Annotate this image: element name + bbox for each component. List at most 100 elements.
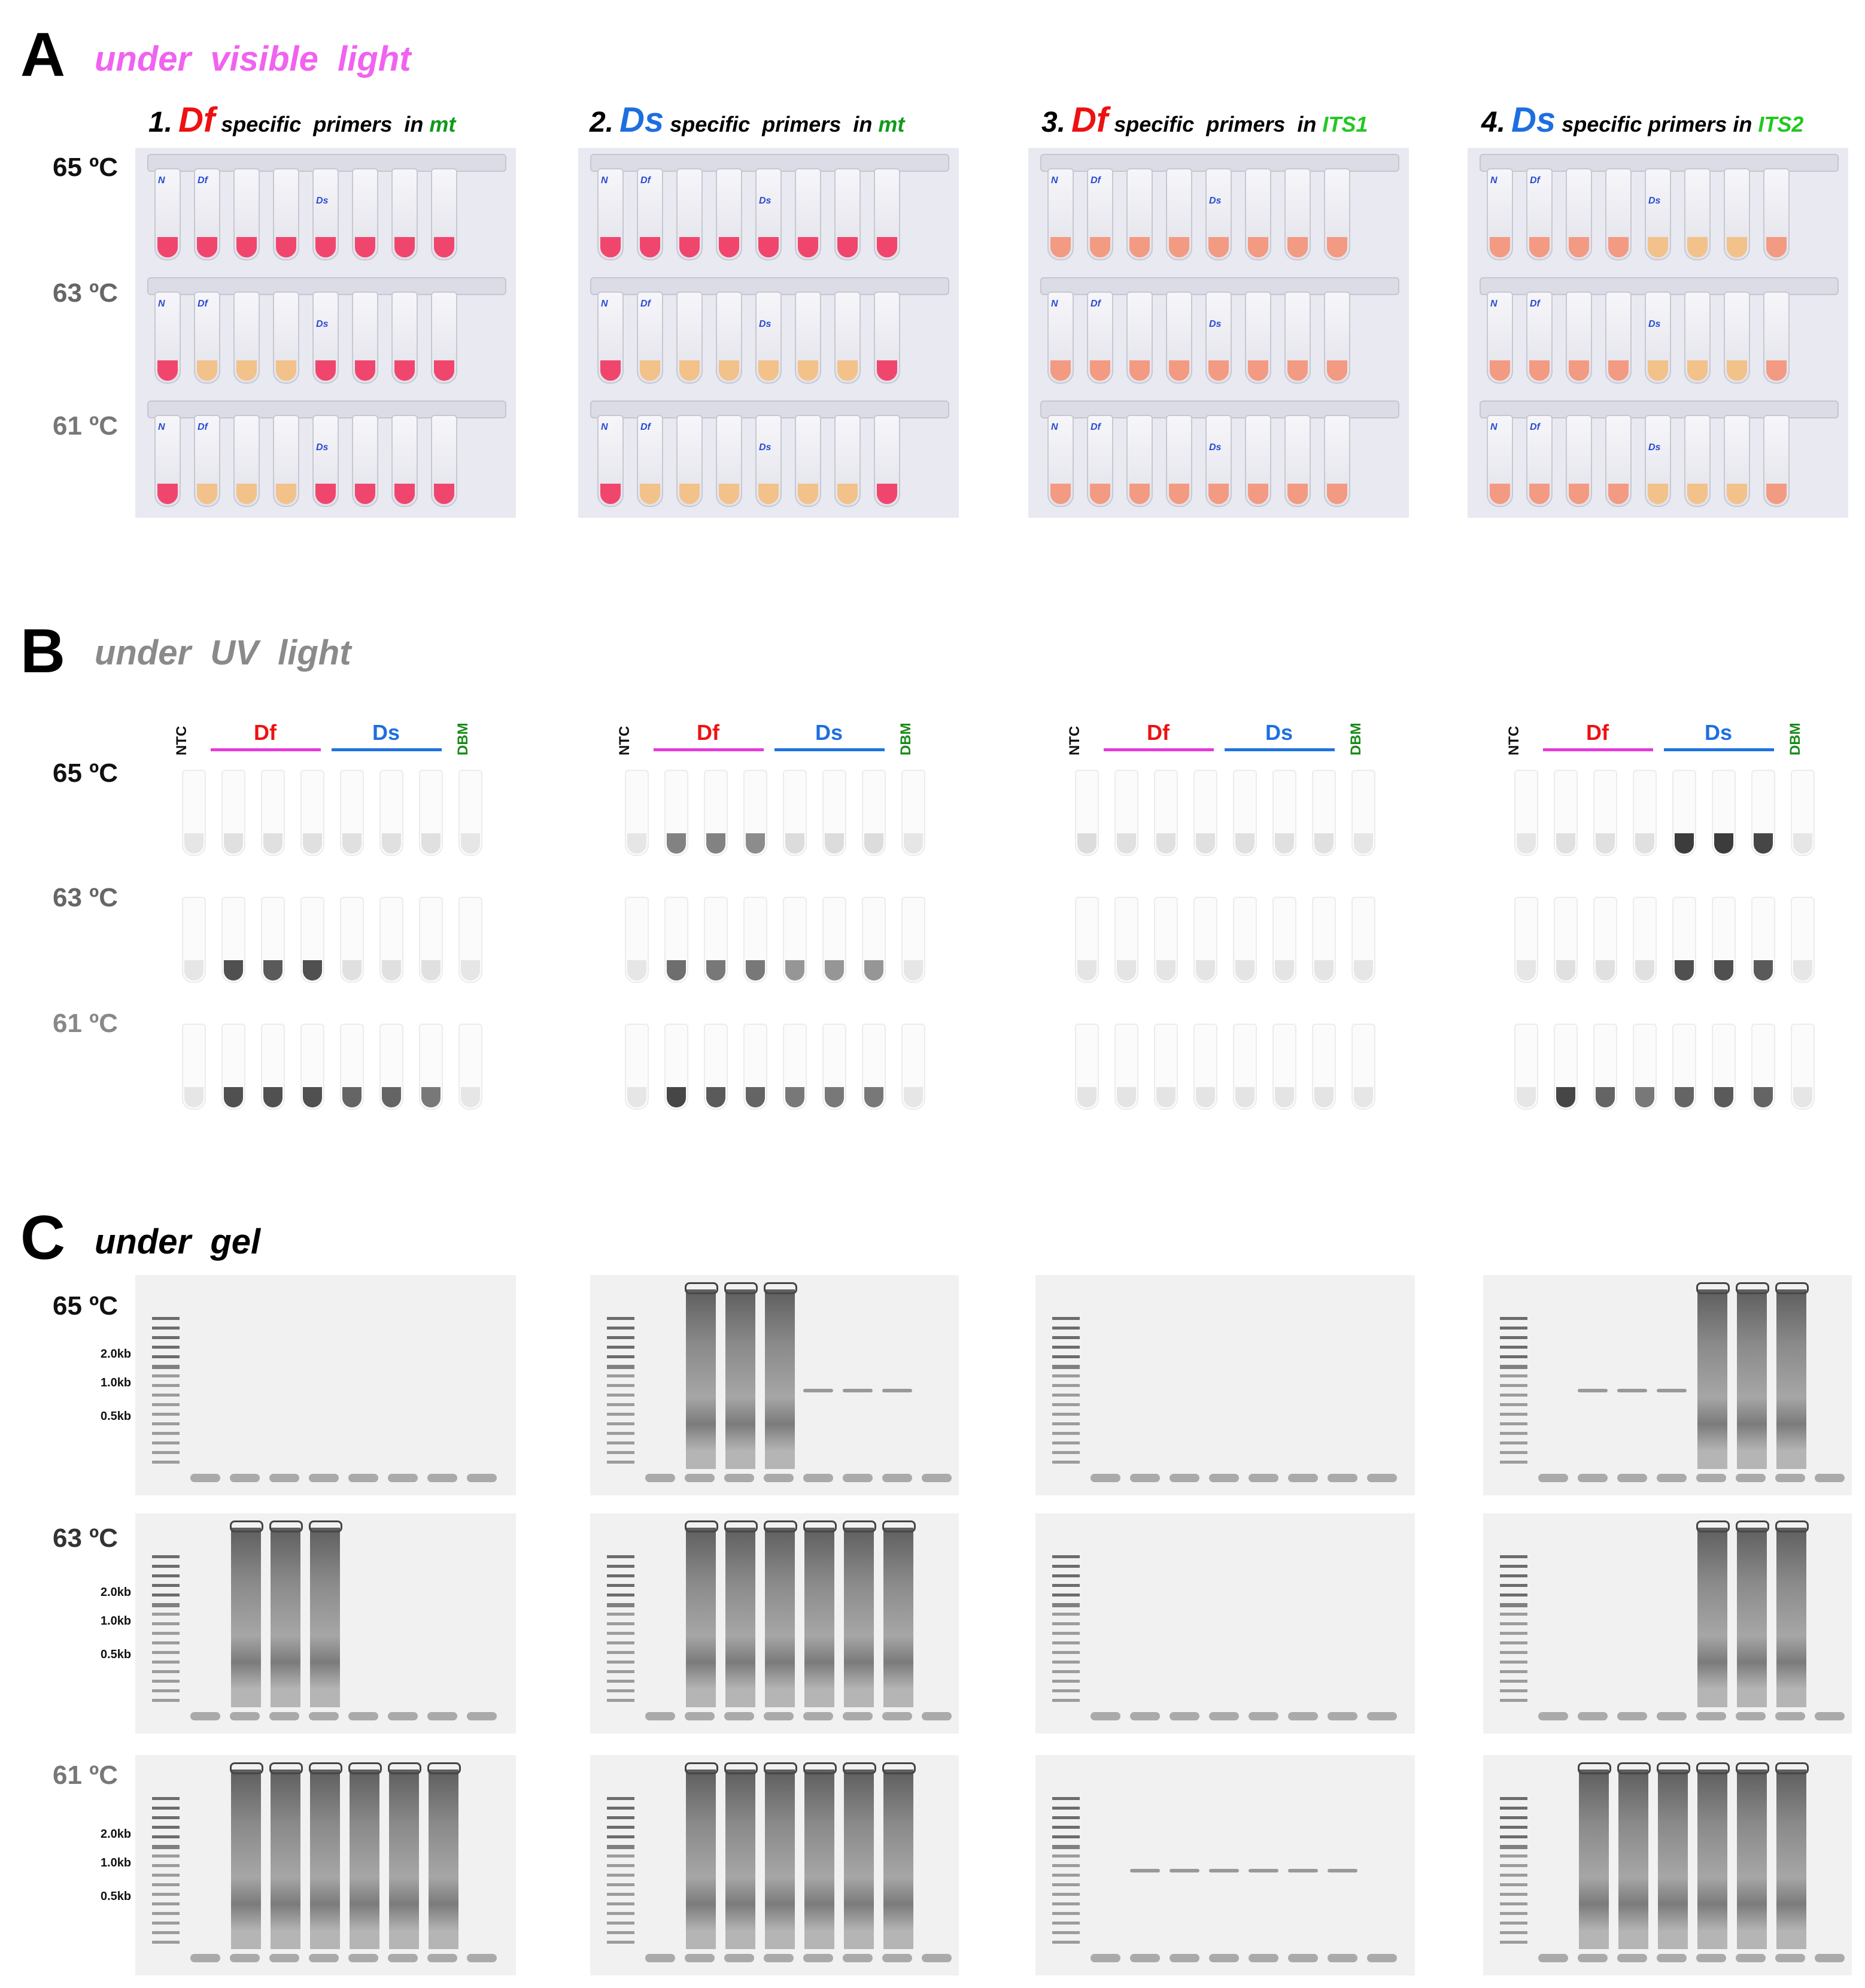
ladder-band — [607, 1317, 634, 1320]
tube-liquid — [758, 360, 779, 381]
uv-ds-underline — [774, 748, 885, 751]
tube — [1047, 292, 1074, 384]
primer-dimer-band — [1657, 1954, 1687, 1962]
ladder-band — [607, 1422, 634, 1425]
uv-tube-fluorescence — [1354, 1087, 1373, 1107]
tube-liquid — [1529, 360, 1550, 381]
uv-tube-fluorescence — [1156, 1087, 1176, 1107]
gel-image-2-1 — [590, 1275, 959, 1495]
tube-liquid — [157, 237, 178, 257]
ladder-band — [607, 1931, 634, 1934]
ladder-band — [152, 1797, 180, 1800]
uv-tube — [1633, 770, 1657, 856]
ladder-band — [1500, 1931, 1527, 1934]
tube-liquid — [315, 484, 336, 504]
ladder-band — [607, 1864, 634, 1867]
gel-smear — [271, 1770, 300, 1949]
gel-product-band — [1130, 1869, 1160, 1872]
tube-marker-label: N — [601, 422, 608, 432]
tube — [154, 292, 181, 384]
primer-dimer-band — [843, 1954, 873, 1962]
ladder-band — [152, 1365, 180, 1369]
panel-b-title: under UV light — [95, 633, 351, 672]
tube-liquid — [434, 237, 454, 257]
ladder-band — [152, 1864, 180, 1867]
uv-tube — [1514, 897, 1538, 983]
ladder-band — [152, 1432, 180, 1435]
tube — [1566, 415, 1592, 507]
gel-product-band — [1170, 1869, 1199, 1872]
tube — [597, 168, 624, 260]
gel-image-4-1 — [1483, 1275, 1852, 1495]
gel-smear — [883, 1528, 913, 1707]
uv-tube-fluorescence — [1275, 833, 1294, 854]
ladder-band — [152, 1574, 180, 1577]
ladder-band — [152, 1327, 180, 1330]
primer-dimer-band — [1696, 1954, 1726, 1962]
tube — [391, 415, 418, 507]
uv-tube-fluorescence — [1117, 1087, 1136, 1107]
uv-tube-fluorescence — [825, 1087, 844, 1107]
uv-tube — [379, 770, 403, 856]
ladder-band — [607, 1835, 634, 1838]
uv-tube — [1114, 770, 1138, 856]
uv-tube — [1233, 770, 1257, 856]
ladder-band — [152, 1931, 180, 1934]
gel-smear — [271, 1528, 300, 1707]
uv-tube — [1351, 897, 1375, 983]
tube — [834, 415, 861, 507]
ladder-band — [607, 1365, 634, 1369]
ladder-band — [1052, 1864, 1080, 1867]
tube-liquid — [719, 237, 739, 257]
uv-tube — [221, 770, 245, 856]
photo-panel-3: N Df Ds N Df Ds N Df Ds — [1028, 148, 1409, 518]
ladder-band — [1052, 1384, 1080, 1387]
tube — [637, 292, 663, 384]
tube-liquid — [719, 360, 739, 381]
tube — [1324, 292, 1350, 384]
ladder-band — [1052, 1594, 1080, 1597]
gel-product-band — [1657, 1389, 1687, 1392]
tube-liquid — [1090, 237, 1110, 257]
tube-liquid — [877, 360, 897, 381]
gel-smear — [1579, 1770, 1609, 1949]
uv-tube — [704, 770, 728, 856]
primer-dimer-band — [427, 1954, 457, 1962]
ladder-band — [1500, 1461, 1527, 1464]
ladder-band — [1500, 1384, 1527, 1387]
uv-tube-fluorescence — [1314, 960, 1334, 981]
uv-tube — [1312, 897, 1336, 983]
uv-tube-fluorescence — [1556, 960, 1575, 981]
ladder-band — [1500, 1565, 1527, 1568]
primer-dimer-band — [645, 1712, 675, 1720]
primer-dimer-band — [1815, 1954, 1845, 1962]
tube-marker-label: N — [158, 175, 165, 186]
ladder-band — [152, 1816, 180, 1819]
gel-product-band — [1328, 1869, 1357, 1872]
tube-liquid — [1208, 237, 1229, 257]
tube — [431, 415, 457, 507]
uv-tube — [182, 1024, 206, 1110]
ladder-band — [1052, 1835, 1080, 1838]
tube — [1205, 415, 1232, 507]
tube-liquid — [1327, 360, 1347, 381]
uv-tube — [1672, 897, 1696, 983]
tube-liquid — [1766, 360, 1787, 381]
primer-dimer-band — [764, 1474, 794, 1482]
tube-liquid — [434, 360, 454, 381]
primer-dimer-band — [882, 1712, 912, 1720]
dna-ladder — [1500, 1317, 1527, 1473]
ladder-band — [152, 1317, 180, 1320]
tube-liquid — [1327, 484, 1347, 504]
dna-ladder — [607, 1555, 634, 1711]
uv-tube — [1593, 1024, 1617, 1110]
ladder-band — [152, 1893, 180, 1896]
uv-tube-fluorescence — [1596, 1087, 1615, 1107]
ladder-band — [1052, 1670, 1080, 1673]
tube — [1684, 168, 1711, 260]
tube-marker-label: Ds — [1648, 196, 1661, 206]
tube-marker-label: N — [601, 175, 608, 186]
ladder-band — [607, 1689, 634, 1692]
ladder-band — [1052, 1327, 1080, 1330]
primer-dimer-band — [1170, 1954, 1199, 1962]
